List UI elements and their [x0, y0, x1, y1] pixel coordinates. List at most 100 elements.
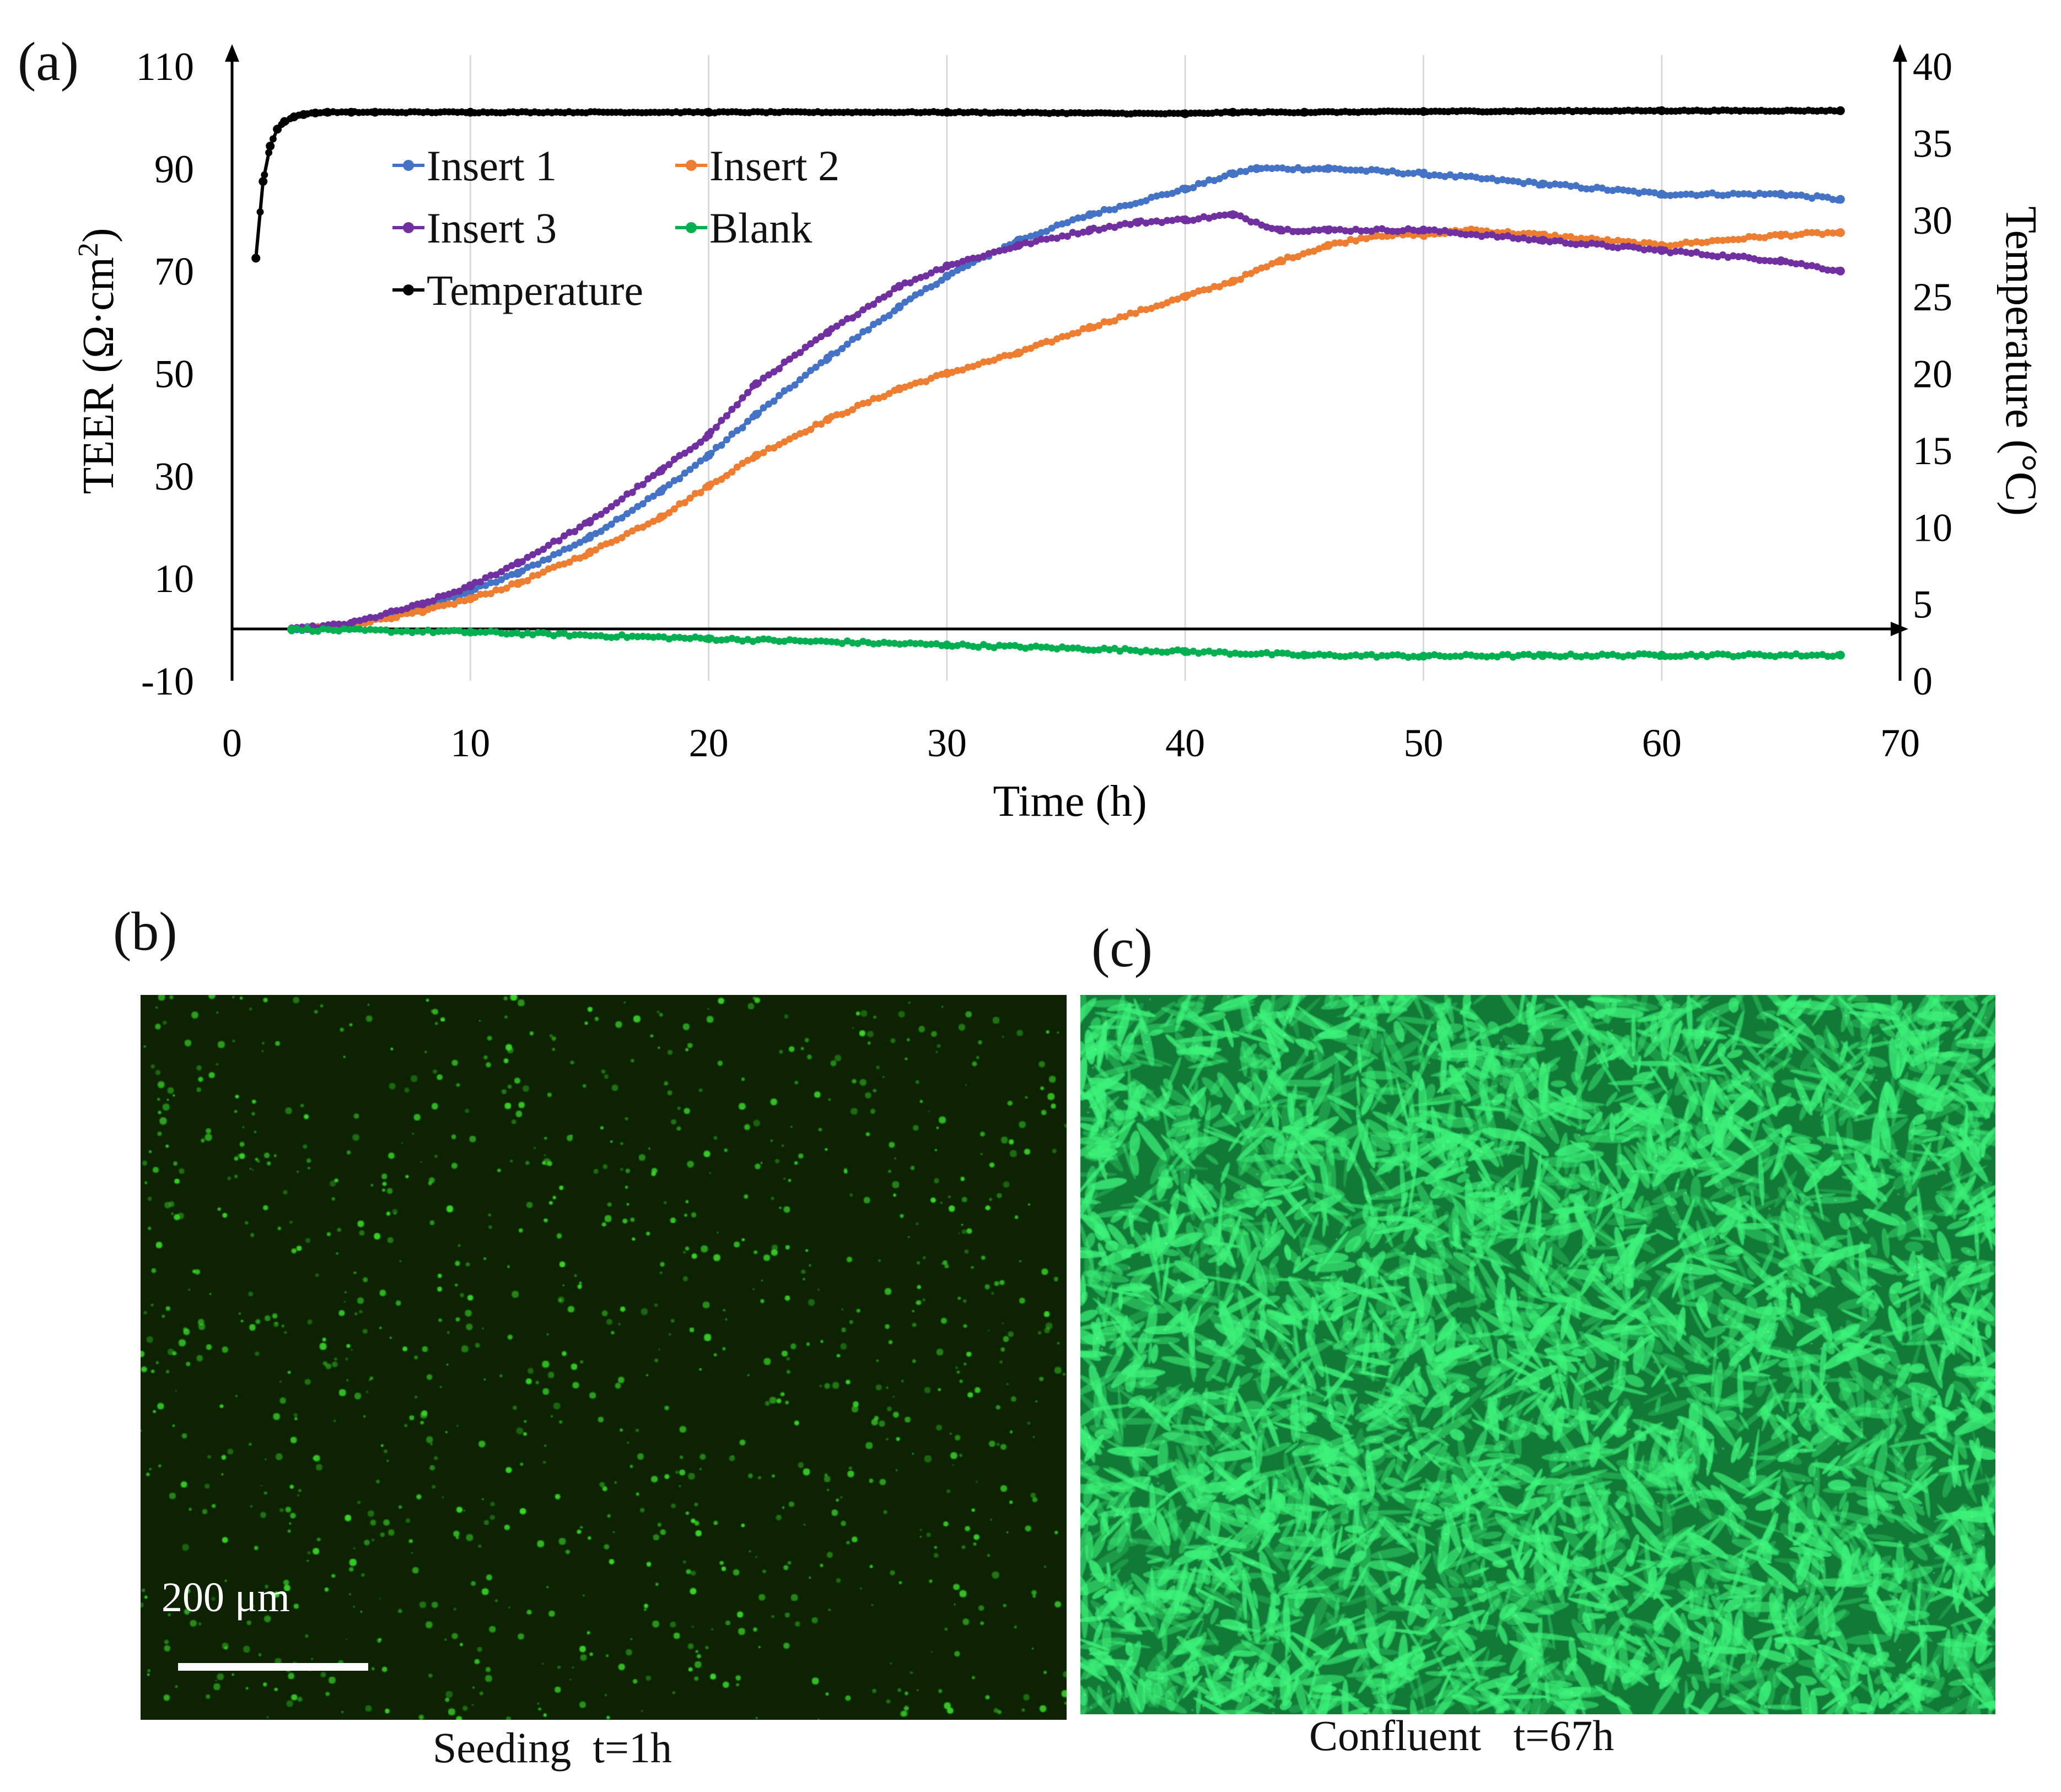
- axes: [225, 44, 1908, 681]
- data-point: [613, 499, 621, 507]
- data-point: [833, 411, 841, 418]
- data-point: [739, 394, 746, 402]
- data-point: [927, 641, 935, 648]
- data-point: [1436, 652, 1444, 660]
- series-temperature: [251, 106, 1845, 263]
- data-point: [1787, 191, 1795, 198]
- data-point: [1116, 313, 1124, 321]
- data-point: [1645, 650, 1653, 658]
- data-point: [639, 633, 647, 640]
- data-point: [1829, 196, 1837, 203]
- data-point: [1557, 181, 1564, 189]
- data-point: [1037, 643, 1045, 651]
- data-point: [529, 572, 536, 580]
- data-point: [665, 461, 673, 469]
- x-tick-label: 0: [222, 721, 242, 765]
- data-point: [1137, 306, 1145, 313]
- data-point: [1121, 202, 1129, 209]
- data-point: [351, 625, 358, 633]
- data-point: [1158, 191, 1166, 198]
- y-tick-label: 70: [154, 250, 194, 294]
- data-point: [503, 630, 510, 638]
- data-point: [1014, 348, 1023, 358]
- data-point: [817, 333, 825, 341]
- data-point: [1133, 218, 1142, 227]
- data-point: [807, 367, 815, 374]
- data-point: [455, 597, 463, 605]
- data-point: [309, 627, 316, 635]
- data-point: [576, 631, 584, 638]
- data-point: [1672, 247, 1680, 255]
- x-tick-label: 50: [1403, 721, 1443, 765]
- data-point: [487, 590, 494, 598]
- data-point: [529, 551, 536, 558]
- data-point: [697, 438, 704, 446]
- data-point: [370, 107, 380, 117]
- data-point: [1735, 652, 1742, 660]
- data-point: [592, 546, 600, 554]
- data-point: [1419, 107, 1428, 116]
- data-point: [259, 177, 268, 186]
- x-tick-label: 20: [689, 721, 729, 765]
- data-point: [1331, 226, 1339, 234]
- data-point: [1064, 233, 1072, 240]
- y2-tick-label: 25: [1913, 275, 1952, 319]
- data-point: [817, 421, 825, 428]
- data-point: [1079, 645, 1087, 653]
- data-point: [555, 537, 563, 545]
- data-point: [429, 597, 437, 605]
- data-point: [1323, 164, 1333, 173]
- data-point: [555, 630, 563, 637]
- data-point: [704, 634, 713, 643]
- data-point: [330, 627, 337, 634]
- data-point: [843, 341, 851, 348]
- data-point: [466, 582, 475, 591]
- data-point: [1268, 225, 1276, 232]
- data-point: [1221, 211, 1229, 219]
- data-point: [681, 469, 688, 477]
- data-point: [942, 641, 951, 649]
- data-point: [597, 528, 605, 535]
- data-point: [1043, 338, 1051, 345]
- data-point: [566, 529, 573, 536]
- data-point: [1276, 225, 1285, 235]
- data-point: [676, 475, 684, 482]
- data-point: [807, 340, 815, 348]
- data-point: [870, 395, 878, 402]
- data-point: [1750, 233, 1758, 240]
- y2-tick-label: 30: [1913, 198, 1952, 243]
- scale-bar-label: 200 μm: [162, 1574, 290, 1621]
- data-point: [649, 492, 657, 500]
- data-point: [1378, 652, 1386, 659]
- data-point: [1336, 239, 1344, 246]
- data-point: [445, 600, 453, 608]
- data-point: [718, 442, 725, 449]
- data-point: [440, 627, 448, 635]
- data-point: [776, 365, 783, 373]
- data-point: [776, 638, 783, 645]
- data-point: [1666, 242, 1674, 250]
- data-point: [1657, 246, 1666, 255]
- data-point: [854, 333, 862, 341]
- data-point: [325, 626, 332, 633]
- data-point: [1619, 243, 1627, 250]
- data-point: [1672, 191, 1680, 199]
- data-point: [849, 406, 857, 413]
- data-point: [287, 625, 297, 634]
- data-point: [1181, 185, 1190, 193]
- data-point: [1745, 650, 1753, 658]
- data-point: [697, 634, 704, 642]
- data-point: [1703, 251, 1711, 259]
- data-point: [1776, 256, 1785, 266]
- data-point: [1777, 651, 1784, 659]
- data-point: [434, 602, 442, 610]
- data-point: [1079, 325, 1087, 332]
- data-point: [382, 615, 390, 622]
- data-point: [273, 125, 282, 134]
- data-point: [1294, 228, 1302, 235]
- data-point: [670, 633, 678, 641]
- data-point: [1829, 229, 1837, 237]
- legend-label: Insert 2: [709, 142, 840, 190]
- data-point: [1079, 228, 1087, 236]
- data-point: [718, 417, 725, 424]
